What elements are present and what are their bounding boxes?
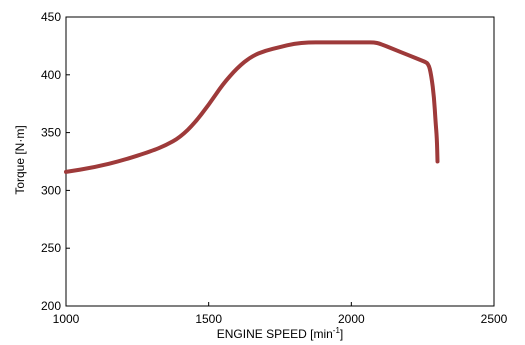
x-axis-label-superscript: -1	[333, 326, 341, 335]
x-axis-label-suffix: ]	[340, 327, 343, 341]
y-tick-label: 300	[41, 183, 61, 197]
y-tick-label: 250	[41, 241, 61, 255]
x-axis-label: ENGINE SPEED [min-1]	[217, 326, 344, 341]
axes	[65, 16, 495, 307]
x-tick-label: 1500	[195, 312, 222, 326]
ticks: 1000 1500 2000 2500 200 250 300 350 400 450	[41, 10, 508, 326]
y-axis-label: Torque [N·m]	[13, 125, 27, 194]
x-tick-label: 2000	[338, 312, 365, 326]
y-tick-label: 350	[41, 126, 61, 140]
x-tick-label: 1000	[53, 312, 80, 326]
series	[64, 40, 440, 174]
x-axis-label-main: ENGINE SPEED [min	[217, 327, 333, 341]
x-tick-label: 2500	[481, 312, 508, 326]
plot-frame	[65, 16, 495, 307]
y-tick-label: 450	[41, 10, 61, 24]
y-tick-label: 400	[41, 68, 61, 82]
y-tick-label: 200	[41, 299, 61, 313]
torque-curve	[64, 40, 440, 174]
